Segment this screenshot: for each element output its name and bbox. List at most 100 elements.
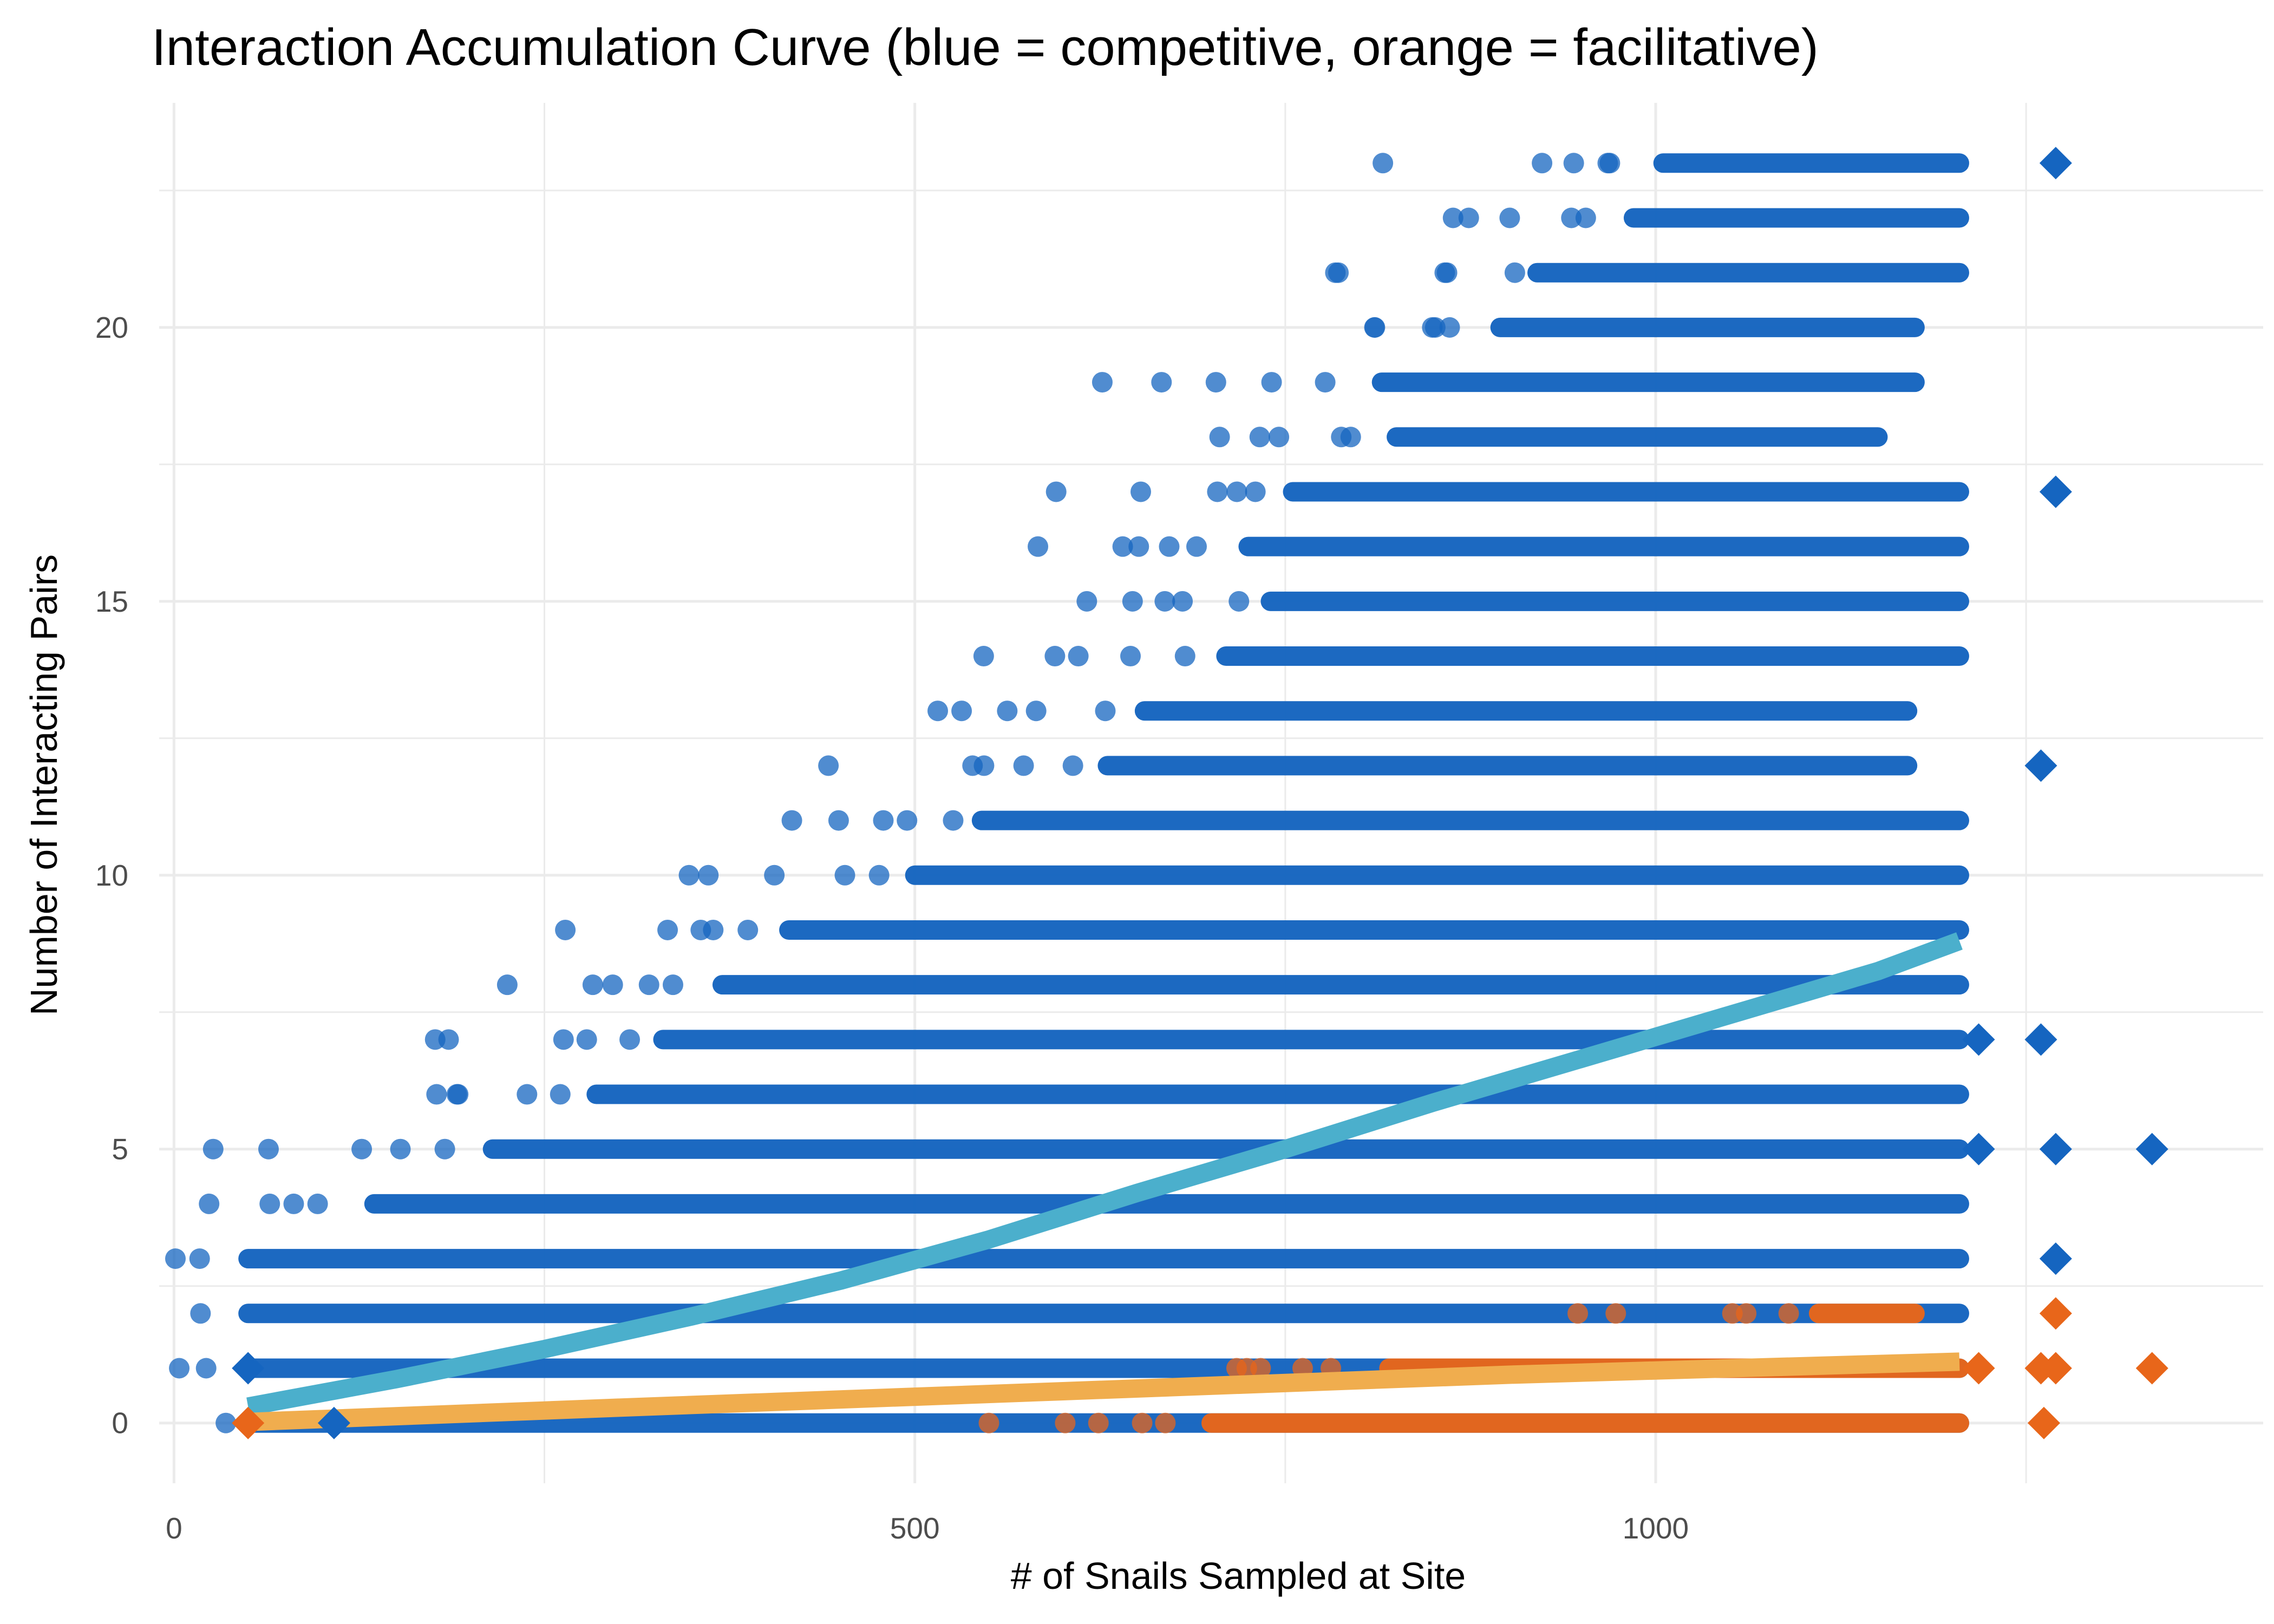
sample-point	[434, 1138, 455, 1160]
sample-point	[690, 919, 711, 940]
observed-facilitative-marker	[2039, 1297, 2072, 1330]
trend-competitive-line	[246, 932, 1963, 1416]
observed-competitive-marker	[1962, 1023, 1995, 1056]
sample-point	[446, 1084, 467, 1105]
observed-competitive-marker	[232, 1352, 265, 1385]
sample-point	[202, 1138, 224, 1160]
sample-point	[657, 919, 678, 940]
sample-point	[1226, 1358, 1247, 1379]
y-axis-title: Number of Interacting Pairs	[23, 554, 65, 1016]
sample-point	[1499, 207, 1520, 228]
sample-point	[195, 1358, 217, 1379]
observed-competitive-marker	[2039, 147, 2072, 180]
sample-point	[351, 1138, 373, 1160]
sample-point	[1778, 1303, 1799, 1324]
sample-point	[1131, 481, 1152, 502]
trend-lines	[246, 932, 1963, 1431]
sample-point	[553, 1029, 574, 1050]
sample-point	[1442, 207, 1463, 228]
y-tick-label: 0	[112, 1406, 128, 1440]
x-tick-label: 0	[166, 1511, 182, 1545]
sample-point	[283, 1193, 304, 1214]
x-tick-label: 1000	[1623, 1511, 1689, 1545]
x-axis-title: # of Snails Sampled at Site	[1011, 1555, 1466, 1597]
sample-point	[1561, 207, 1582, 228]
sample-point	[215, 1412, 237, 1433]
sample-point	[1563, 153, 1584, 174]
sample-point	[638, 974, 659, 996]
sample-point	[426, 1084, 447, 1105]
sample-point	[550, 1084, 571, 1105]
sample-point	[1122, 591, 1143, 612]
sample-point	[1151, 372, 1172, 393]
sample-point	[1128, 536, 1149, 557]
sample-point	[602, 974, 623, 996]
sample-point	[764, 865, 785, 886]
sample-point	[1028, 536, 1049, 557]
observed-competitive-marker	[2135, 1132, 2168, 1165]
sample-point	[1044, 646, 1066, 667]
sample-point	[678, 865, 700, 886]
sample-point	[517, 1084, 538, 1105]
sample-point	[943, 810, 964, 831]
observed-facilitative-marker	[2027, 1406, 2060, 1439]
sample-point	[1261, 372, 1282, 393]
sample-point	[1373, 153, 1394, 174]
sample-point	[1331, 427, 1352, 448]
observed-competitive-marker	[2039, 1132, 2072, 1165]
y-tick-label: 20	[95, 311, 128, 344]
observed-competitive-marker	[1962, 1132, 1995, 1165]
sample-point	[199, 1193, 220, 1214]
sample-point	[1159, 536, 1180, 557]
sample-point	[169, 1358, 190, 1379]
sample-point	[190, 1303, 211, 1324]
sample-point	[1605, 1303, 1626, 1324]
sample-point	[662, 974, 683, 996]
sample-point	[1575, 207, 1596, 228]
sample-point	[582, 974, 603, 996]
sample-point	[873, 810, 894, 831]
sample-point	[1092, 372, 1113, 393]
observed-competitive-marker	[317, 1406, 350, 1439]
sample-point	[1269, 427, 1290, 448]
sample-point	[1315, 372, 1336, 393]
sample-point	[698, 865, 719, 886]
sample-point	[1120, 646, 1141, 667]
sample-point	[973, 755, 995, 776]
sample-point	[307, 1193, 328, 1214]
observed-facilitative-marker	[232, 1406, 265, 1439]
sample-point	[1226, 481, 1247, 502]
sample-point	[1205, 372, 1226, 393]
chart-title: Interaction Accumulation Curve (blue = c…	[152, 18, 1819, 76]
sample-point	[1736, 1303, 1757, 1324]
sample-point	[978, 1412, 999, 1433]
sample-point	[1132, 1412, 1153, 1433]
sample-point	[1174, 646, 1195, 667]
tick-labels: 0 500 1000 0 5 10 15 20	[95, 311, 1689, 1545]
observed-facilitative-marker	[2039, 1352, 2072, 1385]
observed-competitive-marker	[2024, 749, 2057, 782]
sample-point	[1172, 591, 1193, 612]
sample-point	[1068, 646, 1089, 667]
sample-point	[834, 865, 855, 886]
sample-point	[1364, 317, 1386, 338]
sample-point	[1207, 481, 1228, 502]
sample-point	[1250, 1358, 1271, 1379]
sample-point	[828, 810, 849, 831]
sample-point	[1229, 591, 1250, 612]
sample-point	[619, 1029, 641, 1050]
point-bands	[165, 153, 1969, 1433]
x-tick-label: 500	[890, 1511, 940, 1545]
sample-point	[1504, 262, 1525, 283]
sample-point	[781, 810, 802, 831]
sample-point	[390, 1138, 411, 1160]
observed-competitive-marker	[2039, 475, 2072, 508]
sample-point	[1439, 317, 1460, 338]
sample-point	[1013, 755, 1034, 776]
sample-point	[189, 1248, 210, 1269]
sample-point	[737, 919, 759, 940]
sample-point	[1567, 1303, 1589, 1324]
y-tick-label: 15	[95, 585, 128, 618]
sample-point	[1325, 262, 1346, 283]
